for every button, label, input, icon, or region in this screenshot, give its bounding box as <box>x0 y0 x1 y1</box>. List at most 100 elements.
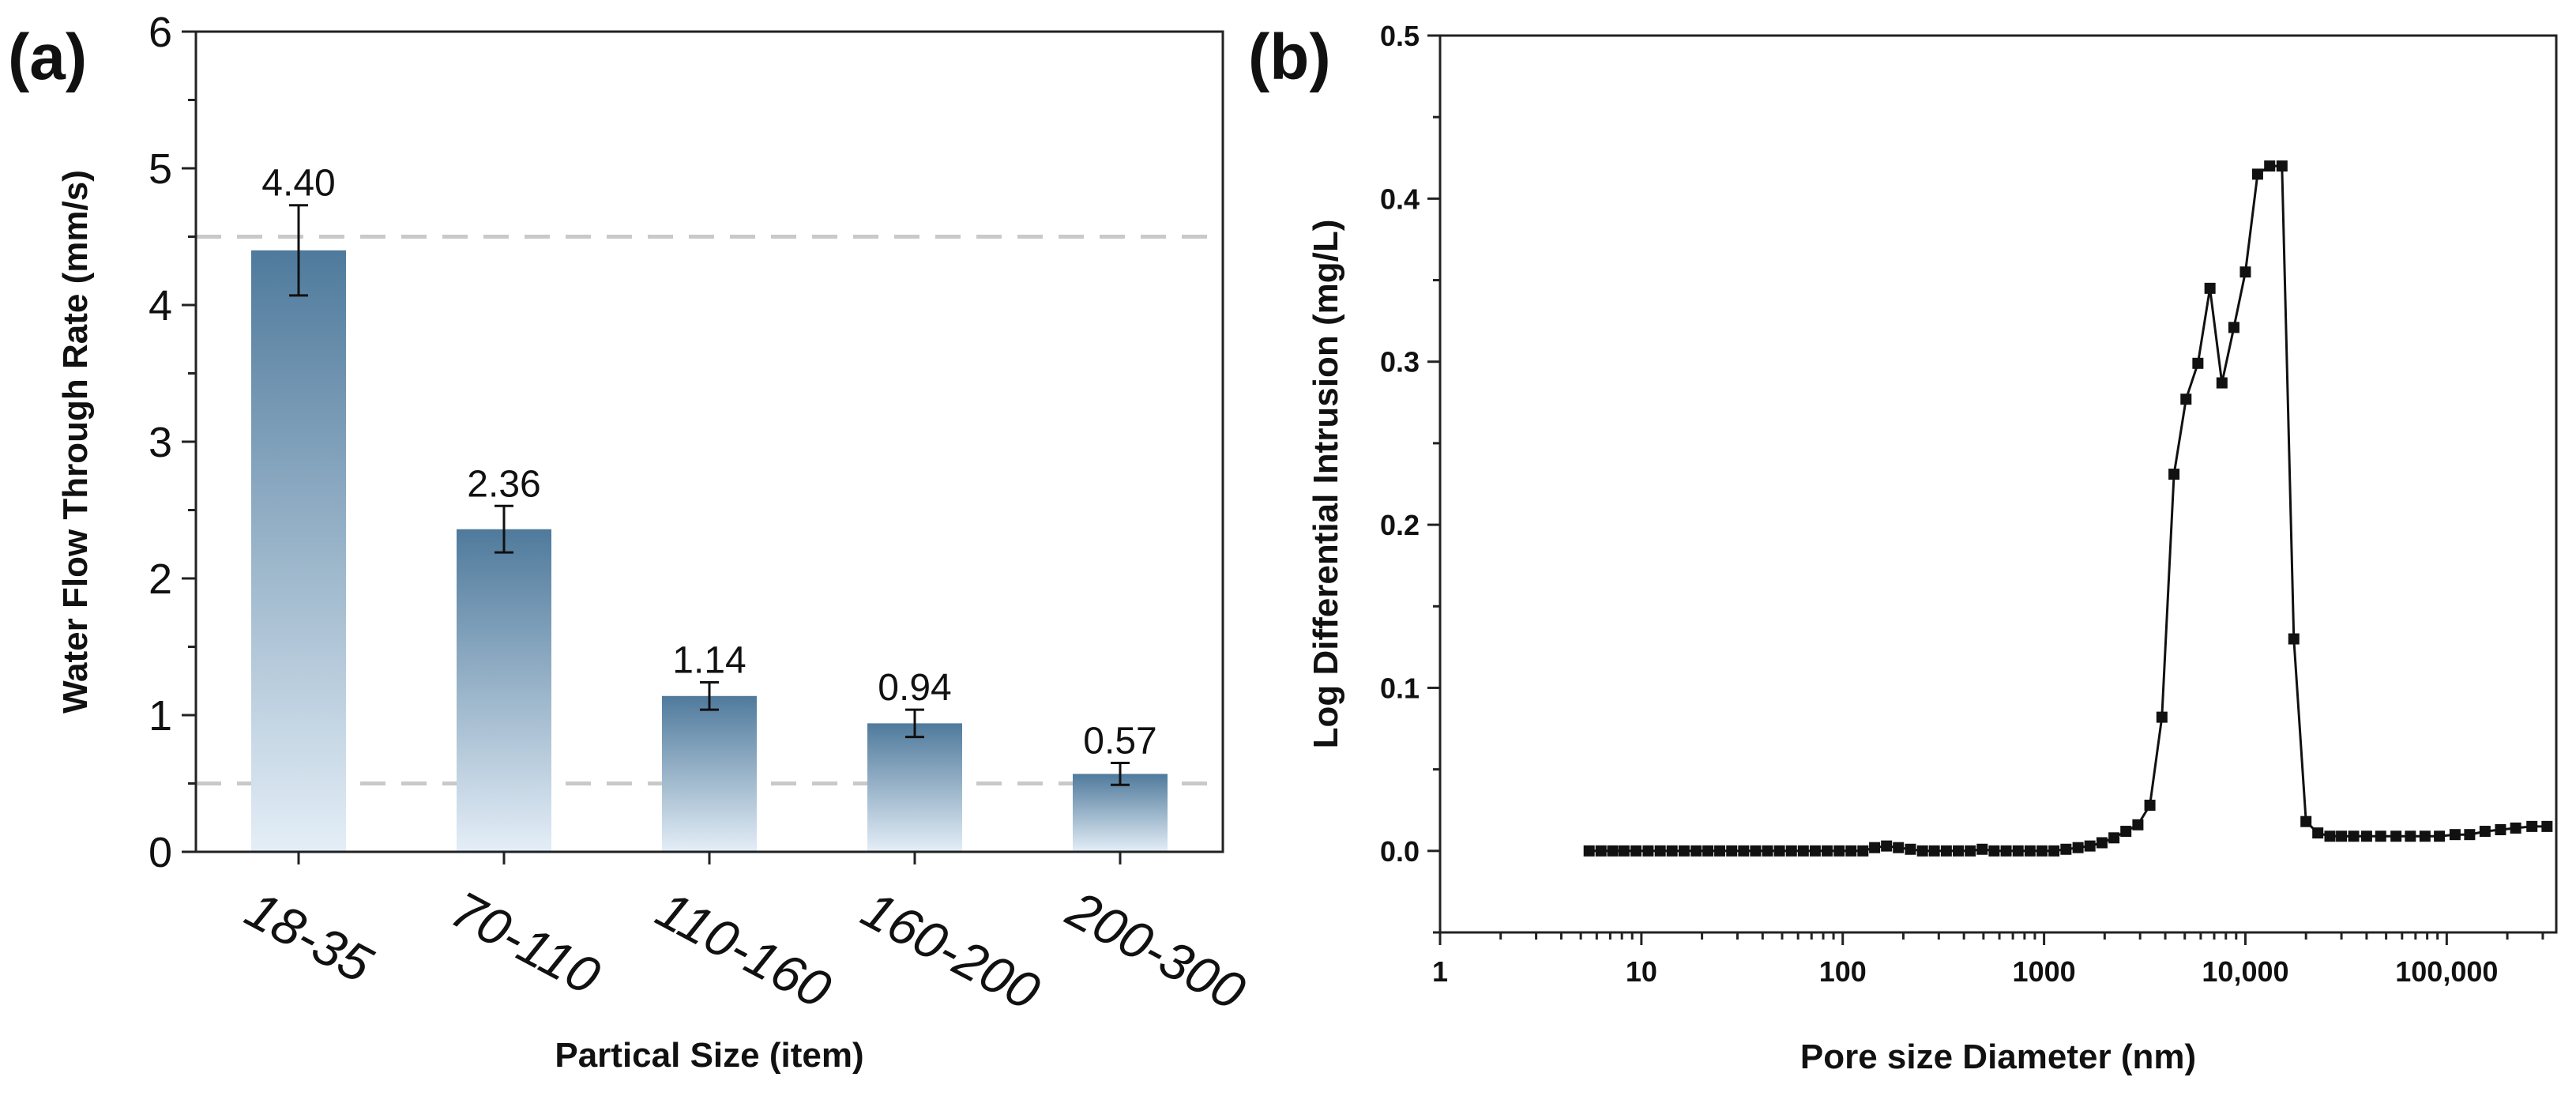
data-label: 2.36 <box>467 463 540 505</box>
data-point <box>2084 840 2096 852</box>
y-tick-label: 0.4 <box>1380 183 1420 215</box>
data-point <box>2192 357 2204 369</box>
series-markers <box>1583 160 2553 857</box>
data-point <box>2120 826 2132 838</box>
data-point <box>2216 377 2228 389</box>
data-point <box>2405 830 2416 842</box>
data-point <box>2239 266 2251 278</box>
x-axis-title: Partical Size (item) <box>555 1036 863 1075</box>
data-point <box>1845 845 1857 857</box>
data-point <box>1869 842 1881 853</box>
data-point <box>2048 845 2060 857</box>
data-point <box>2012 845 2024 857</box>
data-point <box>2228 322 2239 333</box>
data-point <box>1953 845 1965 857</box>
data-point <box>1833 845 1845 857</box>
bars <box>251 250 1168 852</box>
y-tick-label: 4 <box>149 282 172 330</box>
data-label: 0.57 <box>1083 721 1156 763</box>
data-point <box>1905 843 1916 855</box>
y-tick-label: 2 <box>149 556 172 603</box>
data-point <box>1893 842 1905 853</box>
y-tick-label: 0.3 <box>1380 346 1420 379</box>
data-point <box>1607 845 1619 857</box>
data-point <box>2324 830 2336 842</box>
data-point <box>1690 845 1702 857</box>
data-point <box>1714 845 1726 857</box>
data-point <box>2168 469 2180 480</box>
y-axis-title: Water Flow Through Rate (mm/s) <box>56 170 95 714</box>
data-point <box>2180 394 2192 405</box>
data-point <box>2300 815 2312 827</box>
data-point <box>1928 845 1940 857</box>
x-tick-label: 70-110 <box>442 879 609 1006</box>
data-point <box>1654 845 1666 857</box>
y-axis: 0.0 0.1 0.2 0.3 0.4 0.5 <box>1380 20 1440 934</box>
data-point <box>2072 842 2084 853</box>
x-tick-label: 110-160 <box>647 879 840 1019</box>
bar <box>1073 774 1168 852</box>
data-point <box>2541 820 2553 832</box>
data-point <box>1940 845 1952 857</box>
data-point <box>1666 845 1678 857</box>
plot-frame <box>1438 34 2558 934</box>
data-point <box>1762 845 1773 857</box>
data-point <box>1797 845 1809 857</box>
data-point <box>1965 845 1976 857</box>
x-tick-label: 200-300 <box>1058 879 1255 1022</box>
data-point <box>1750 845 1762 857</box>
y-tick-label: 6 <box>149 9 172 56</box>
data-point <box>2526 820 2538 832</box>
data-point <box>1822 845 1833 857</box>
data-point <box>2108 832 2120 844</box>
x-tick-label: 10 <box>1626 955 1657 988</box>
x-tick-label: 160-200 <box>852 879 1049 1021</box>
line-chart-panel: (b) 0.00.10.20.30.40.5 1 10 100 1000 10,000 1… <box>1248 20 2558 1076</box>
data-point <box>2464 829 2476 841</box>
data-point <box>1630 845 1642 857</box>
data-point <box>1726 845 1738 857</box>
x-axis: 18-35 70-110 110-160 160-200 200-300 <box>236 852 1254 1021</box>
data-point <box>1618 845 1630 857</box>
data-point <box>2336 830 2348 842</box>
value-labels: 4.40 2.36 1.14 0.94 0.57 <box>261 163 1156 763</box>
data-point <box>2510 822 2521 834</box>
data-point <box>2251 168 2263 180</box>
y-tick-label: 0 <box>149 829 172 876</box>
data-point <box>2449 829 2461 841</box>
data-point <box>1857 845 1869 857</box>
data-point <box>2312 827 2324 839</box>
x-tick-label: 100 <box>1819 955 1867 988</box>
data-point <box>1773 845 1785 857</box>
data-point <box>2434 830 2446 842</box>
bar <box>251 250 346 852</box>
data-point <box>2276 160 2288 172</box>
data-point <box>2204 282 2216 294</box>
data-point <box>2390 830 2402 842</box>
x-axis-title: Pore size Diameter (nm) <box>1800 1038 2196 1076</box>
data-point <box>2419 830 2431 842</box>
data-point <box>1738 845 1750 857</box>
data-point <box>2156 711 2168 723</box>
series-line <box>1589 164 2548 853</box>
y-axis-title: Log Differential Intrusion (mg/L) <box>1307 220 1345 749</box>
x-axis: 1 10 100 1000 10,000 100,000 <box>1432 932 2544 988</box>
x-tick-label: 1000 <box>2013 955 2076 988</box>
data-point <box>2144 800 2156 812</box>
bar <box>457 529 551 852</box>
data-point <box>1678 845 1690 857</box>
x-tick-label: 100,000 <box>2395 955 2498 988</box>
data-point <box>1881 840 1893 852</box>
x-tick-label: 1 <box>1432 955 1448 988</box>
data-label: 1.14 <box>672 639 746 681</box>
data-point <box>1916 845 1928 857</box>
data-point <box>2264 160 2276 172</box>
data-point <box>2096 837 2108 849</box>
y-tick-label: 0.0 <box>1380 835 1420 868</box>
x-tick-label: 10,000 <box>2202 955 2288 988</box>
data-point <box>2024 845 2036 857</box>
data-point <box>2288 633 2300 645</box>
data-point <box>2036 845 2048 857</box>
panel-a-label: (a) <box>8 21 87 93</box>
